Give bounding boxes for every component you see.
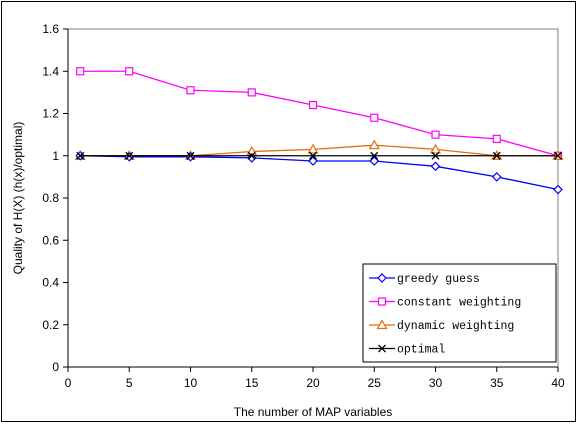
data-point-optimal — [492, 151, 501, 160]
y-tick-label: 1 — [52, 149, 59, 163]
y-tick-label: 1.4 — [42, 64, 59, 78]
x-tick-label: 20 — [306, 376, 320, 390]
x-tick-label: 30 — [429, 376, 443, 390]
legend: greedy guess constant weighting dynamic we… — [362, 263, 557, 363]
data-point-optimal — [370, 151, 379, 160]
y-axis-ticks: 0 0.2 0.4 0.6 0.8 1 1.2 1.4 1.6 — [42, 22, 68, 374]
series-layer — [74, 67, 564, 195]
data-point-optimal — [125, 151, 134, 160]
y-tick-label: 0.2 — [42, 318, 59, 332]
x-tick-label: 15 — [245, 376, 259, 390]
y-axis-label: Quality of H(X) (h(x)/optimal) — [11, 122, 25, 275]
data-point-constant-weighting — [76, 67, 85, 76]
legend-marker — [378, 344, 386, 353]
legend-label: greedy guess — [397, 273, 480, 286]
data-point-constant-weighting — [125, 67, 134, 76]
series-constant-weighting — [76, 67, 563, 160]
x-axis-ticks: 0 5 10 15 20 25 30 35 40 — [65, 367, 565, 390]
x-tick-label: 40 — [551, 376, 565, 390]
data-point-constant-weighting — [247, 88, 256, 97]
data-point-optimal — [76, 151, 85, 160]
x-tick-label: 5 — [126, 376, 133, 390]
data-point-greedy-guess — [430, 161, 441, 172]
legend-item-dynamic-weighting: dynamic weighting — [369, 319, 514, 333]
x-tick-label: 35 — [490, 376, 504, 390]
data-point-greedy-guess — [308, 156, 318, 166]
data-point-optimal — [431, 151, 440, 160]
data-point-constant-weighting — [370, 113, 379, 122]
data-point-dynamic-weighting — [368, 139, 380, 150]
y-tick-label: 1.2 — [42, 107, 59, 121]
data-point-optimal — [247, 151, 256, 160]
legend-item-optimal: optimal — [369, 344, 445, 357]
legend-marker — [377, 273, 387, 283]
legend-marker — [376, 319, 388, 330]
legend-label: optimal — [397, 344, 445, 357]
y-tick-label: 0 — [52, 360, 59, 374]
data-point-greedy-guess — [553, 184, 563, 195]
legend-label: dynamic weighting — [397, 320, 514, 333]
data-point-greedy-guess — [491, 172, 502, 182]
data-point-constant-weighting — [186, 86, 195, 95]
data-point-dynamic-weighting — [307, 143, 319, 154]
legend-marker — [377, 297, 387, 306]
x-axis-label: The number of MAP variables — [234, 405, 393, 419]
series-optimal — [76, 151, 562, 160]
y-tick-label: 0.8 — [42, 191, 59, 205]
data-point-greedy-guess — [369, 156, 380, 166]
legend-box — [362, 263, 557, 363]
y-tick-label: 0.6 — [42, 233, 59, 247]
data-point-constant-weighting — [492, 134, 501, 143]
data-point-optimal — [309, 151, 317, 160]
data-point-optimal — [186, 151, 195, 160]
x-tick-label: 0 — [65, 376, 72, 390]
x-tick-label: 25 — [368, 376, 382, 390]
legend-label: constant weighting — [397, 297, 521, 310]
data-point-dynamic-weighting — [429, 143, 442, 154]
y-tick-label: 0.4 — [42, 276, 59, 290]
data-point-constant-weighting — [431, 130, 440, 139]
data-point-constant-weighting — [308, 100, 318, 110]
legend-item-constant-weighting: constant weighting — [369, 297, 521, 310]
legend-item-greedy-guess: greedy guess — [369, 273, 480, 286]
x-tick-label: 10 — [184, 376, 198, 390]
series-greedy-guess — [75, 150, 563, 195]
y-tick-label: 1.6 — [42, 22, 59, 36]
data-point-optimal — [554, 151, 562, 160]
